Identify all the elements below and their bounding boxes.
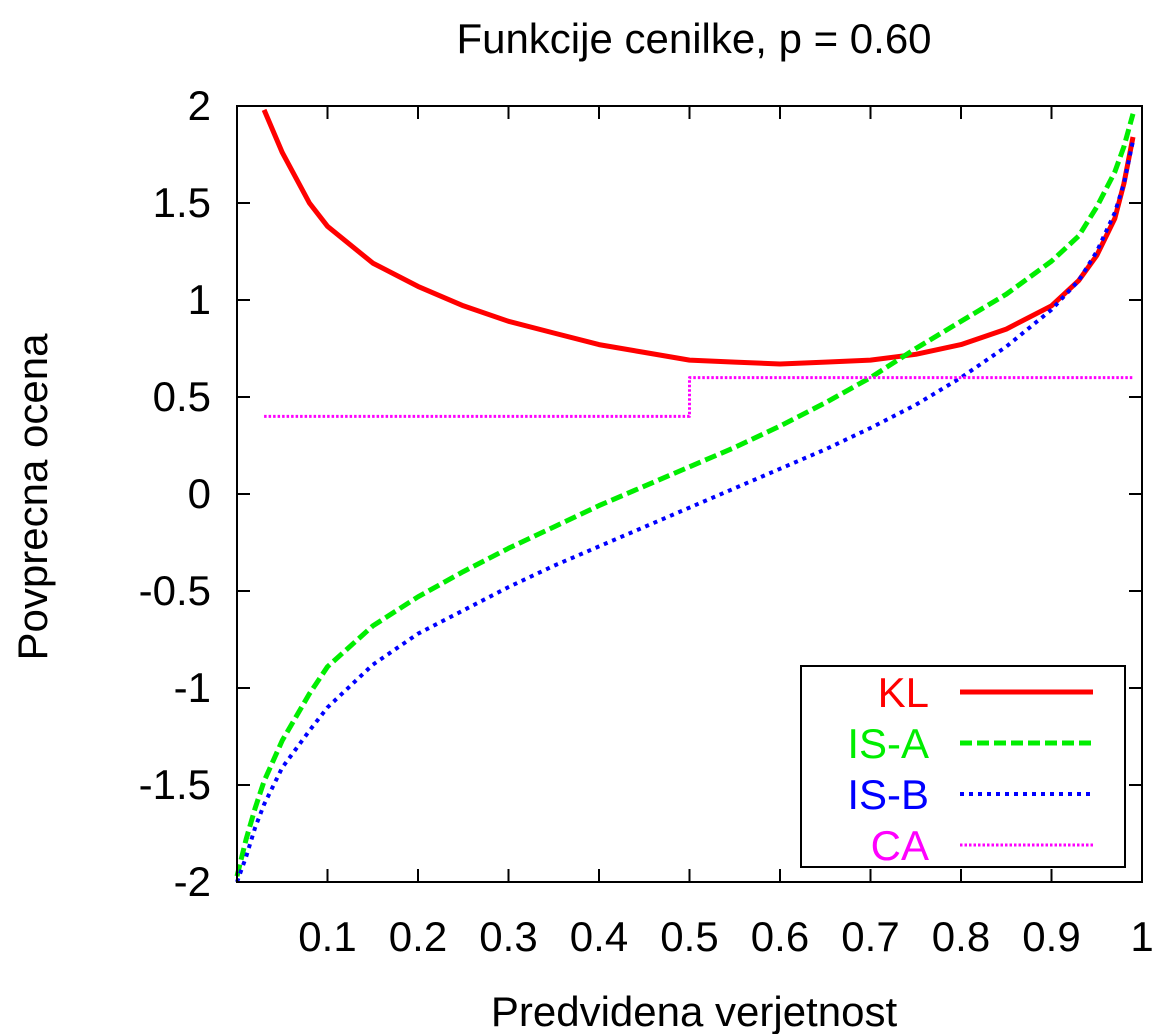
y-tick-label: 0 — [188, 470, 211, 517]
chart-title: Funkcije cenilke, p = 0.60 — [456, 15, 931, 62]
y-tick-label: -1 — [174, 664, 211, 711]
legend-label-kl: KL — [878, 669, 929, 716]
x-tick-label: 0.7 — [841, 913, 899, 960]
y-tick-label: 1 — [188, 276, 211, 323]
x-tick-label: 0.6 — [751, 913, 809, 960]
x-tick-label: 0.1 — [298, 913, 356, 960]
y-tick-label: 0.5 — [153, 373, 211, 420]
x-axis-label: Predvidena verjetnost — [491, 988, 898, 1034]
x-tick-label: 0.8 — [932, 913, 990, 960]
series-group — [234, 108, 1136, 883]
y-tick-label: -2 — [174, 858, 211, 905]
y-tick-label: -1.5 — [139, 761, 211, 808]
x-tick-label: 0.2 — [389, 913, 447, 960]
series-line-is-a — [234, 113, 1136, 877]
series-line-kl — [261, 108, 1136, 367]
x-tick-label: 0.3 — [479, 913, 537, 960]
y-tick-label: 1.5 — [153, 179, 211, 226]
series-line-is-b — [235, 140, 1135, 883]
legend-label-ca: CA — [871, 822, 929, 869]
x-tick-label: 1 — [1130, 913, 1153, 960]
x-tick-label: 0.9 — [1022, 913, 1080, 960]
series-line-ca — [264, 376, 1133, 418]
legend-label-is-b: IS-B — [847, 771, 929, 818]
y-axis-label: Povprecna ocena — [9, 333, 56, 661]
x-tick-label: 0.4 — [570, 913, 628, 960]
tick-group: 0.1 0.2 0.3 0.4 0.5 0.6 0.7 0.8 0.9 1 2 1.5 1 0.5 0 -0.… — [139, 82, 1154, 960]
legend-box — [800, 665, 1126, 868]
legend-label-is-a: IS-A — [847, 720, 929, 767]
y-tick-label: -0.5 — [139, 567, 211, 614]
y-tick-label: 2 — [188, 82, 211, 129]
x-tick-label: 0.5 — [660, 913, 718, 960]
